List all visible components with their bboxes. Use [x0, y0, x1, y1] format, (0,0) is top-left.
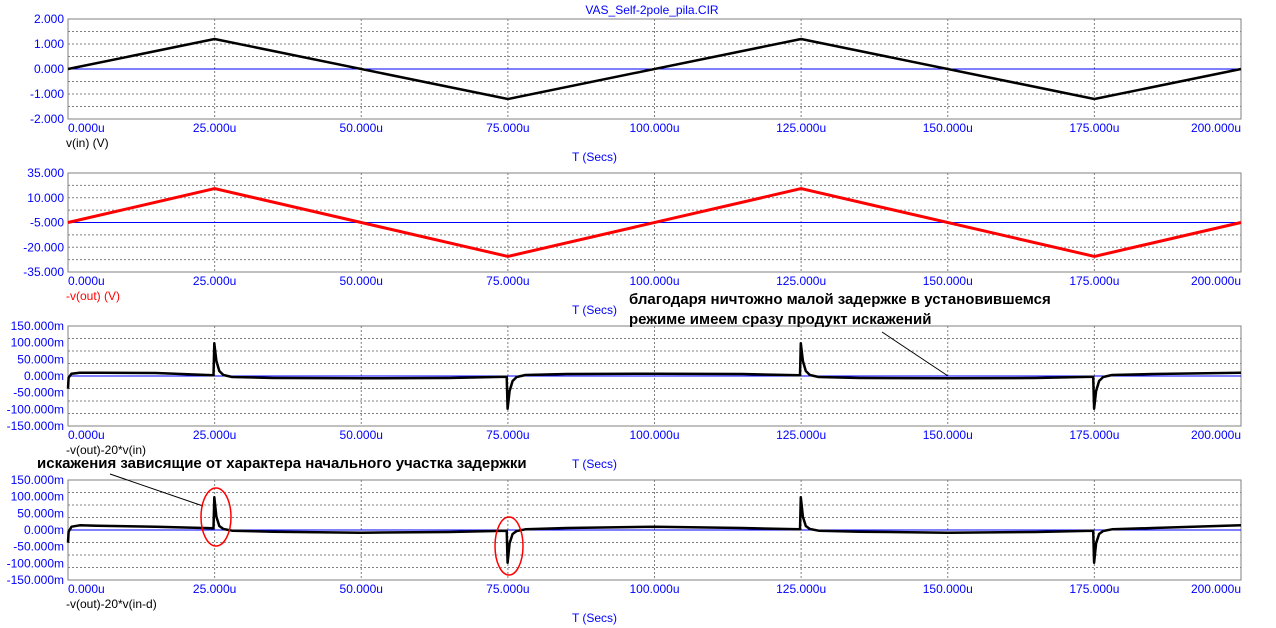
series-line-3 [66, 342, 1242, 410]
x-tick-label: 0.000u [68, 274, 105, 288]
x-tick-label: 125.000u [776, 428, 826, 442]
y-tick-label: 35.000 [27, 166, 64, 180]
x-tick-label: 150.000u [923, 274, 973, 288]
series-line-4 [66, 496, 1242, 564]
x-tick-label: 25.000u [193, 428, 236, 442]
x-axis-label: T (Secs) [572, 611, 617, 625]
x-tick-label: 175.000u [1069, 582, 1119, 596]
y-tick-label: 0.000 [34, 62, 64, 76]
x-tick-label: 50.000u [340, 274, 383, 288]
y-tick-label: -5.000 [30, 216, 64, 230]
x-tick-label: 125.000u [776, 121, 826, 135]
x-tick-label: 75.000u [486, 428, 529, 442]
trace-label: v(in) (V) [66, 136, 109, 150]
x-tick-label: 150.000u [923, 121, 973, 135]
x-tick-label: 175.000u [1069, 428, 1119, 442]
x-tick-label: 75.000u [486, 121, 529, 135]
highlight-circle [494, 516, 524, 576]
trace-label: -v(out)-20*v(in-d) [66, 597, 157, 611]
x-tick-label: 0.000u [68, 428, 105, 442]
x-tick-label: 125.000u [776, 274, 826, 288]
y-tick-label: -1.000 [30, 87, 64, 101]
x-tick-label: 0.000u [68, 121, 105, 135]
y-tick-label: 100.000m [11, 336, 64, 350]
x-axis-label: T (Secs) [572, 150, 617, 164]
chart-panel-4: 150.000m 100.000m 50.000m 0.000m -50.000m -10… [7, 473, 1242, 625]
y-tick-label: 0.000m [24, 523, 64, 537]
pointer-line [881, 331, 949, 377]
x-tick-label: 150.000u [923, 582, 973, 596]
chart-panel-2: 35.000 10.000 -5.000 -20.000 -35.000 0.000u 25… [23, 166, 1242, 317]
x-tick-label: 25.000u [193, 121, 236, 135]
x-tick-label: 50.000u [340, 582, 383, 596]
x-tick-label: 50.000u [340, 428, 383, 442]
x-tick-label: 175.000u [1069, 121, 1119, 135]
x-tick-label: 75.000u [486, 582, 529, 596]
y-tick-label: -100.000m [7, 402, 64, 416]
y-tick-label: -20.000 [23, 240, 64, 254]
x-tick-label: 50.000u [340, 121, 383, 135]
trace-label: -v(out)-20*v(in) [66, 443, 146, 457]
trace-label: -v(out) (V) [66, 289, 120, 303]
x-tick-label: 175.000u [1069, 274, 1119, 288]
x-tick-label: 150.000u [923, 428, 973, 442]
pointer-line [109, 473, 204, 507]
x-axis-label: T (Secs) [572, 303, 617, 317]
x-tick-label: 125.000u [776, 582, 826, 596]
y-tick-label: 50.000m [17, 352, 64, 366]
x-tick-label: 200.000u [1191, 582, 1241, 596]
y-tick-label: 10.000 [27, 191, 64, 205]
x-tick-label: 200.000u [1191, 428, 1241, 442]
highlight-circle [200, 487, 232, 547]
x-tick-label: 0.000u [68, 582, 105, 596]
y-tick-label: -35.000 [23, 265, 64, 279]
window-title: VAS_Self-2pole_pila.CIR [585, 3, 719, 17]
chart-panel-1: 2.000 1.000 0.000 -1.000 -2.000 0.000u 25.000u… [30, 12, 1242, 164]
x-tick-label: 200.000u [1191, 274, 1241, 288]
x-tick-label: 100.000u [629, 428, 679, 442]
x-tick-label: 100.000u [629, 582, 679, 596]
x-tick-label: 100.000u [629, 274, 679, 288]
y-tick-label: 150.000m [11, 473, 64, 487]
x-tick-label: 25.000u [193, 274, 236, 288]
y-tick-label: -50.000m [13, 386, 64, 400]
y-tick-label: 2.000 [34, 12, 64, 26]
x-tick-label: 25.000u [193, 582, 236, 596]
y-tick-label: -150.000m [7, 419, 64, 433]
annotations: благодаря ничтожно малой задержке в уста… [37, 291, 1051, 576]
y-tick-label: 100.000m [11, 490, 64, 504]
steady-state-note-line2: режиме имеем сразу продукт искажений [629, 311, 931, 328]
y-tick-label: -150.000m [7, 573, 64, 587]
chart-panel-3: 150.000m 100.000m 50.000m 0.000m -50.000m -10… [7, 319, 1242, 471]
x-tick-label: 75.000u [486, 274, 529, 288]
y-tick-label: 1.000 [34, 37, 64, 51]
x-tick-label: 200.000u [1191, 121, 1241, 135]
y-tick-label: -50.000m [13, 540, 64, 554]
initial-delay-note: искажения зависящие от характера начальн… [37, 455, 527, 472]
y-tick-label: 0.000m [24, 369, 64, 383]
y-tick-label: -100.000m [7, 556, 64, 570]
series-line-2 [67, 187, 1242, 258]
y-tick-label: 50.000m [17, 506, 64, 520]
y-tick-label: -2.000 [30, 112, 64, 126]
series-line-1 [67, 37, 1242, 101]
y-tick-label: 150.000m [11, 319, 64, 333]
x-tick-label: 100.000u [629, 121, 679, 135]
x-axis-label: T (Secs) [572, 457, 617, 471]
steady-state-note-line1: благодаря ничтожно малой задержке в уста… [629, 291, 1051, 308]
